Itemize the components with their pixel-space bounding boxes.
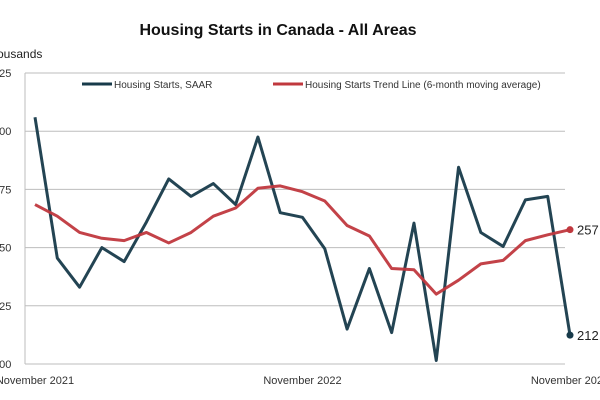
y-tick-label: 325 <box>0 68 11 80</box>
chart-title: Housing Starts in Canada - All Areas <box>139 22 417 39</box>
end-point-marker <box>566 331 574 339</box>
y-tick-label: 200 <box>0 359 11 371</box>
y-tick-label: 275 <box>0 184 11 196</box>
legend-label: Housing Starts, SAAR <box>114 80 212 91</box>
x-tick-label: November 2021 <box>0 375 74 387</box>
x-tick-label: November 2023 <box>531 375 600 387</box>
y-tick-label: 300 <box>0 126 11 138</box>
end-point-marker <box>566 226 574 234</box>
y-tick-label: 225 <box>0 301 11 313</box>
end-value-label: 212. <box>577 328 600 343</box>
series-line-1 <box>34 184 571 296</box>
y-tick-label: 250 <box>0 243 11 255</box>
series-line-0 <box>33 116 572 363</box>
y-axis-label: Thousands <box>0 47 43 61</box>
end-value-label: 257 <box>577 223 599 238</box>
legend-label: Housing Starts Trend Line (6-month movin… <box>305 80 541 91</box>
x-tick-label: November 2022 <box>263 375 341 387</box>
